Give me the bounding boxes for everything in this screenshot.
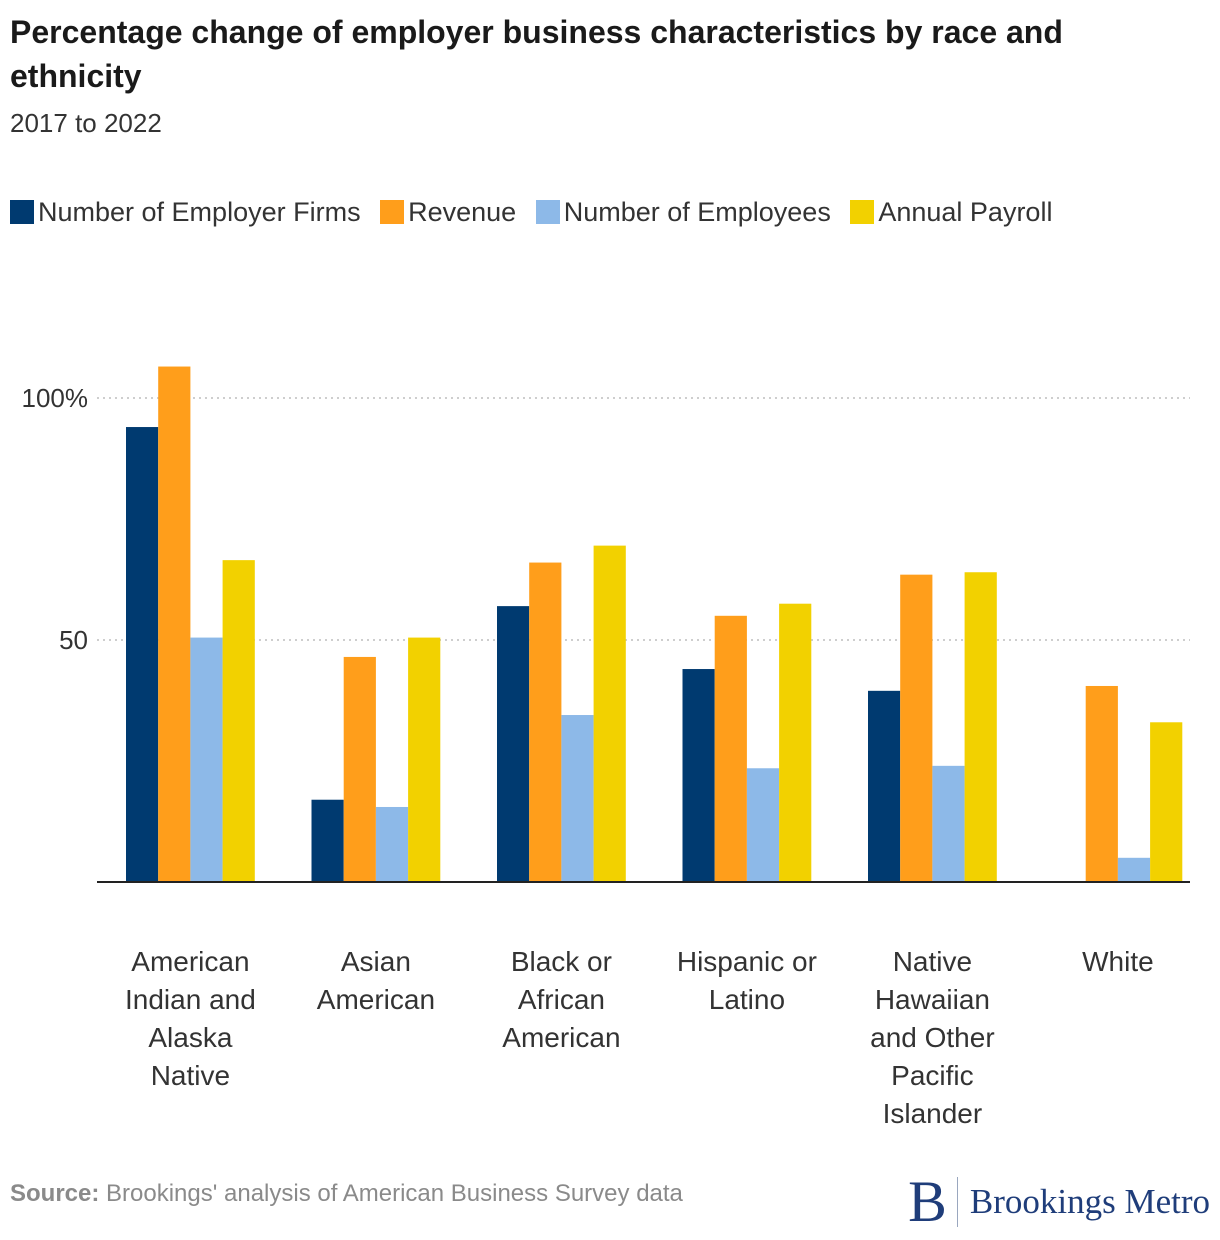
bar <box>1085 685 1118 882</box>
y-tick-label: 100% <box>22 383 89 413</box>
y-tick-label: 50 <box>59 625 88 655</box>
x-tick-label: Black or African American <box>502 946 620 1053</box>
bar-chart: 50 100% American Indian and Alaska Native Asia… <box>22 366 1190 1129</box>
bar <box>497 606 530 882</box>
source-text: Brookings' analysis of American Business… <box>106 1180 683 1207</box>
bar <box>746 768 780 882</box>
legend-label-employees: Number of Employees <box>563 197 831 227</box>
bar <box>408 637 441 882</box>
bar <box>1117 857 1151 882</box>
logo-text: Brookings Metro <box>969 1182 1210 1221</box>
logo-mark: B <box>908 1169 947 1234</box>
legend-item-employer-firms: Number of Employer Firms <box>10 197 361 227</box>
bar <box>1150 722 1183 882</box>
bar <box>311 799 344 882</box>
legend-swatch-employer-firms <box>10 200 34 224</box>
bar <box>222 560 255 882</box>
bar <box>529 562 562 882</box>
source-label: Source: <box>10 1180 100 1207</box>
x-tick-label: Hispanic or Latino <box>677 946 817 1015</box>
bar <box>868 690 901 882</box>
legend-label-revenue: Revenue <box>408 197 517 227</box>
bar <box>682 669 715 882</box>
bar <box>593 545 626 882</box>
chart-subtitle: 2017 to 2022 <box>10 108 162 138</box>
legend-item-annual-payroll: Annual Payroll <box>850 197 1052 227</box>
legend-swatch-annual-payroll <box>850 200 875 224</box>
brookings-metro-logo: B Brookings Metro <box>908 1172 1210 1232</box>
legend-label-employer-firms: Number of Employer Firms <box>38 197 361 227</box>
x-tick-label: American Indian and Alaska Native <box>125 946 256 1091</box>
bar <box>714 615 747 882</box>
bar <box>158 366 191 882</box>
bar <box>190 637 223 882</box>
bar <box>964 572 997 882</box>
source-note: Source: Brookings' analysis of American … <box>10 1180 683 1208</box>
bar <box>375 806 409 882</box>
legend-label-annual-payroll: Annual Payroll <box>878 197 1053 227</box>
bar <box>126 427 159 882</box>
bar <box>779 603 812 882</box>
x-tick-label: Native Hawaiian and Other Pacific Islander <box>870 946 995 1129</box>
bar <box>932 765 965 882</box>
legend-swatch-employees <box>535 200 560 224</box>
logo-divider <box>956 1177 958 1227</box>
bar <box>343 656 376 882</box>
bar <box>561 715 594 882</box>
bar <box>900 574 933 882</box>
legend-swatch-revenue <box>380 200 405 224</box>
legend-item-employees: Number of Employees <box>535 197 831 227</box>
x-tick-label: Asian American <box>317 946 435 1015</box>
x-tick-label: White <box>1082 946 1154 977</box>
legend-item-revenue: Revenue <box>380 197 516 227</box>
legend: Number of Employer Firms Revenue Number … <box>10 190 1190 235</box>
chart-title: Percentage change of employer business c… <box>10 14 1063 94</box>
